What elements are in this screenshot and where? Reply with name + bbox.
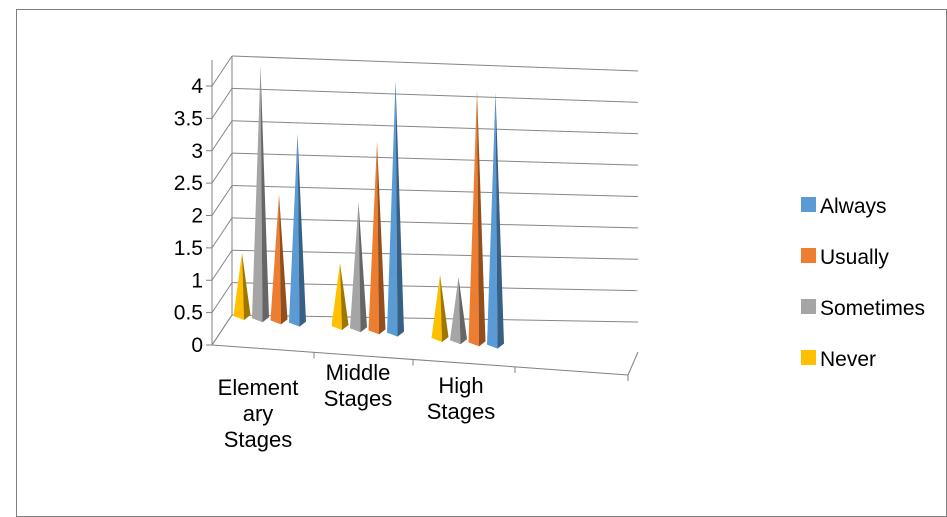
cone-face-lit — [289, 133, 300, 327]
y-tick-label: 1.5 — [174, 237, 203, 260]
y-tick-label: 1 — [191, 269, 203, 292]
legend-label: Always — [820, 195, 887, 218]
cone-face-shaded — [395, 80, 404, 337]
legend-label: Never — [820, 348, 876, 371]
cone-always-0 — [289, 133, 306, 327]
side-gridline — [211, 185, 233, 216]
legend-swatch — [801, 299, 816, 314]
category-label-line: High — [438, 373, 483, 398]
side-gridline — [211, 152, 233, 184]
cone-never-0 — [233, 253, 251, 320]
cone-face-lit — [270, 194, 281, 325]
cone-face-lit — [450, 277, 461, 345]
legend-swatch — [801, 350, 816, 365]
side-gridline — [211, 55, 233, 87]
y-tick-label: 0 — [191, 334, 203, 357]
legend-item-always: Always — [801, 195, 887, 218]
y-tick-label: 2 — [191, 205, 203, 228]
cone-face-shaded — [242, 253, 251, 320]
cone-sometimes-1 — [350, 202, 367, 333]
category-label-line: Middle — [326, 360, 391, 385]
legend-swatch — [801, 248, 816, 263]
category-label-line: ary — [243, 401, 274, 426]
legend: Always Usually Sometimes Never — [801, 195, 925, 371]
category-label-line: Stages — [427, 399, 496, 424]
cone-usually-1 — [368, 141, 386, 335]
y-tick-label: 0.5 — [174, 302, 203, 325]
cone-never-1 — [331, 263, 349, 330]
cone-usually-0 — [270, 194, 288, 325]
side-gridline — [211, 282, 233, 313]
cone-face-shaded — [377, 141, 386, 335]
cone-face-lit — [468, 90, 479, 347]
y-axis: 0 0.5 1 1.5 2 2.5 3 3.5 4 — [174, 75, 212, 357]
cone-face-shaded — [340, 263, 349, 330]
floor-right-edge — [627, 351, 639, 376]
category-label: High Stages — [427, 373, 496, 424]
y-tick-label: 4 — [191, 75, 203, 98]
category-label-line: Stages — [324, 386, 393, 411]
category-label: Middle Stages — [324, 360, 393, 411]
side-gridline — [211, 120, 233, 152]
legend-item-usually: Usually — [801, 246, 889, 269]
cone-sometimes-0 — [252, 66, 269, 323]
cone-sometimes-2 — [450, 277, 467, 345]
cone-never-2 — [431, 275, 449, 342]
cone-face-shaded — [279, 194, 288, 325]
cone-face-shaded — [297, 133, 306, 327]
cone-usually-2 — [468, 90, 486, 347]
cone-always-2 — [487, 92, 504, 349]
gridline — [231, 120, 639, 135]
side-gridline — [211, 88, 233, 119]
gridline — [231, 152, 639, 166]
side-gridline — [211, 217, 233, 249]
cone-face-lit — [387, 80, 398, 337]
cone-face-lit — [431, 275, 442, 342]
y-tick-label: 3.5 — [174, 107, 203, 130]
cone-face-shaded — [477, 90, 486, 347]
legend-label: Sometimes — [820, 297, 925, 320]
cone-face-lit — [350, 202, 361, 333]
y-tick-label: 2.5 — [174, 172, 203, 195]
cone-always-1 — [387, 80, 404, 337]
cone-face-lit — [368, 141, 379, 335]
legend-swatch — [801, 197, 816, 212]
side-gridline — [211, 249, 233, 281]
legend-item-never: Never — [801, 348, 876, 371]
y-tick-label: 3 — [191, 140, 203, 163]
cone-face-shaded — [458, 277, 467, 345]
cone-face-shaded — [260, 66, 269, 323]
cone-face-lit — [252, 66, 263, 323]
legend-label: Usually — [820, 246, 889, 269]
gridline — [231, 55, 639, 72]
cones — [233, 66, 504, 349]
cone-face-lit — [331, 263, 342, 330]
cone-face-lit — [487, 92, 498, 349]
cone-face-lit — [233, 253, 244, 320]
cone-face-shaded — [440, 275, 449, 342]
floor-front-edge — [211, 344, 629, 376]
category-label-line: Stages — [224, 427, 293, 452]
category-label: Element ary Stages — [218, 375, 299, 452]
gridline — [231, 87, 639, 103]
side-gridline — [211, 314, 233, 346]
cone-face-shaded — [495, 92, 504, 349]
legend-item-sometimes: Sometimes — [801, 297, 925, 320]
plot-walls — [211, 56, 639, 381]
cone-face-shaded — [358, 202, 367, 333]
category-label-line: Element — [218, 375, 299, 400]
